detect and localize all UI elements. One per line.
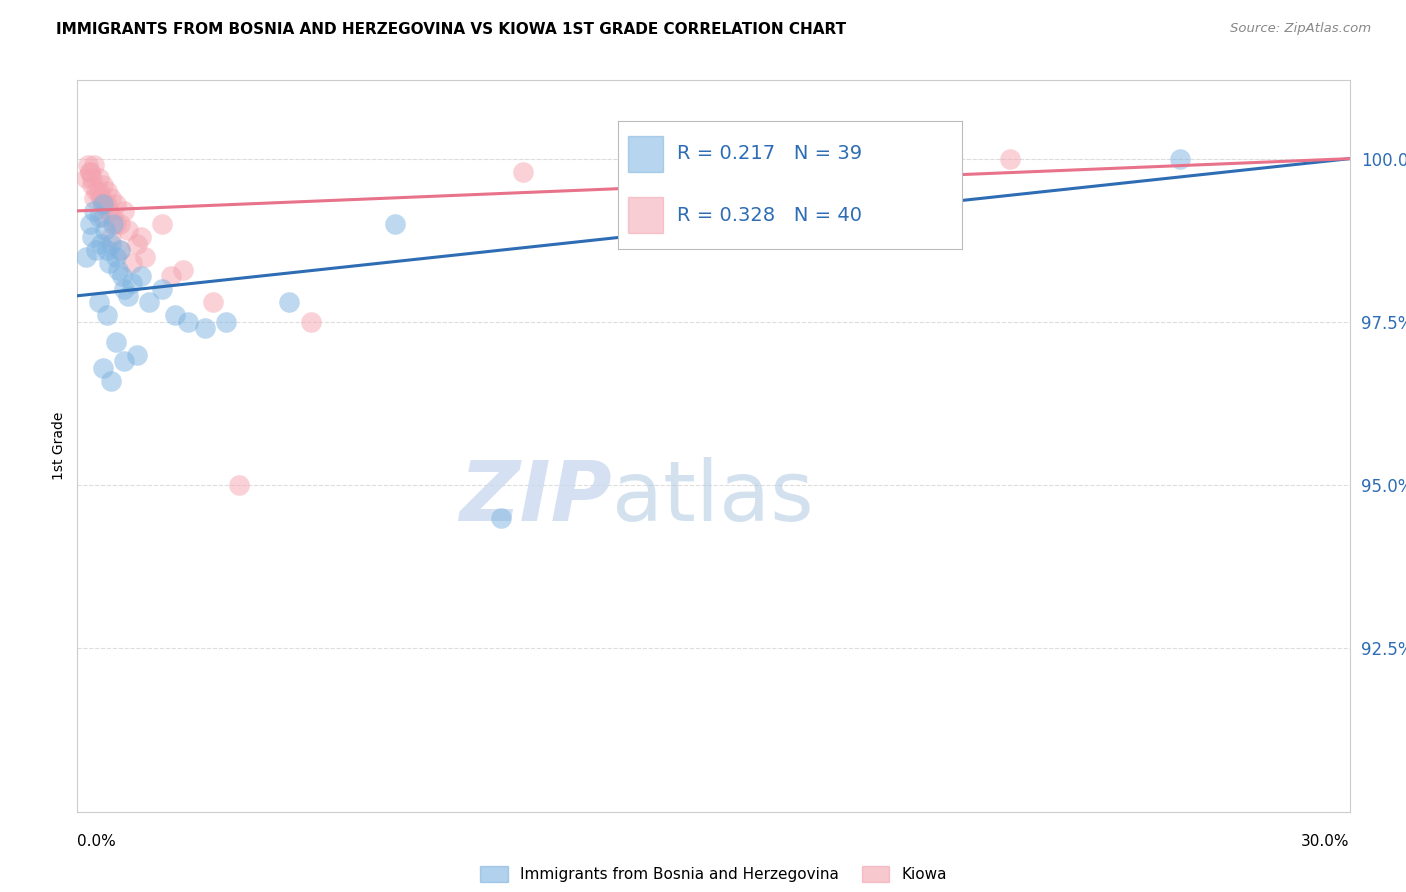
Point <box>91 211 114 225</box>
Point <box>104 217 127 231</box>
FancyBboxPatch shape <box>628 197 662 233</box>
Point <box>117 289 139 303</box>
Point <box>79 165 101 179</box>
Point <box>112 203 135 218</box>
Text: R = 0.217   N = 39: R = 0.217 N = 39 <box>676 144 862 162</box>
Text: R = 0.328   N = 40: R = 0.328 N = 40 <box>676 206 862 225</box>
Point <box>87 295 110 310</box>
Point <box>125 348 148 362</box>
Point <box>138 295 160 310</box>
Point <box>79 165 101 179</box>
Point <box>91 360 114 375</box>
Point <box>103 217 125 231</box>
Point <box>94 197 117 211</box>
Point <box>100 236 122 251</box>
Point <box>87 184 110 198</box>
Point <box>100 374 122 388</box>
Point <box>121 256 143 270</box>
Point <box>107 262 129 277</box>
Text: Source: ZipAtlas.com: Source: ZipAtlas.com <box>1230 22 1371 36</box>
Point <box>384 217 406 231</box>
Point <box>150 282 173 296</box>
Point <box>96 243 118 257</box>
Point <box>215 315 238 329</box>
Point <box>134 250 156 264</box>
Point <box>75 171 97 186</box>
Point <box>176 315 198 329</box>
Text: 0.0%: 0.0% <box>77 834 117 849</box>
Point <box>163 309 186 323</box>
Point <box>121 276 143 290</box>
Point <box>129 269 152 284</box>
Point <box>108 243 131 257</box>
Point <box>108 243 131 257</box>
Point <box>104 334 127 349</box>
Point <box>299 315 322 329</box>
Point <box>172 262 194 277</box>
Point <box>491 511 513 525</box>
Point <box>90 191 112 205</box>
Point <box>96 197 118 211</box>
Point <box>83 191 105 205</box>
Point <box>86 243 108 257</box>
Point <box>91 197 114 211</box>
Point <box>103 211 125 225</box>
Point <box>194 321 217 335</box>
Point <box>98 256 121 270</box>
Point <box>512 165 534 179</box>
Point <box>100 230 122 244</box>
Text: IMMIGRANTS FROM BOSNIA AND HERZEGOVINA VS KIOWA 1ST GRADE CORRELATION CHART: IMMIGRANTS FROM BOSNIA AND HERZEGOVINA V… <box>56 22 846 37</box>
Point <box>94 223 117 237</box>
Point <box>83 158 105 172</box>
Point <box>681 165 703 179</box>
Point <box>129 230 152 244</box>
Point <box>100 191 122 205</box>
Point <box>82 230 104 244</box>
Point <box>112 354 135 368</box>
Point <box>86 184 108 198</box>
Point <box>1000 152 1022 166</box>
Text: ZIP: ZIP <box>460 457 612 538</box>
Point <box>96 309 118 323</box>
Point <box>90 236 112 251</box>
Point <box>96 184 118 198</box>
Point <box>278 295 301 310</box>
Legend: Immigrants from Bosnia and Herzegovina, Kiowa: Immigrants from Bosnia and Herzegovina, … <box>474 860 953 888</box>
Point <box>112 282 135 296</box>
Point <box>87 211 110 225</box>
Point <box>82 171 104 186</box>
Point <box>104 197 127 211</box>
Y-axis label: 1st Grade: 1st Grade <box>52 412 66 480</box>
Point <box>82 178 104 192</box>
Point <box>150 217 173 231</box>
Point <box>104 250 127 264</box>
Point <box>75 250 97 264</box>
Point <box>98 203 121 218</box>
Point <box>83 203 105 218</box>
Point <box>87 171 110 186</box>
Point <box>1168 152 1191 166</box>
Point <box>159 269 181 284</box>
Text: 30.0%: 30.0% <box>1302 834 1350 849</box>
Point <box>79 217 101 231</box>
Point <box>91 178 114 192</box>
Point <box>77 158 100 172</box>
Point <box>111 269 134 284</box>
Point <box>125 236 148 251</box>
Point <box>90 191 112 205</box>
Point <box>202 295 225 310</box>
Point <box>117 223 139 237</box>
FancyBboxPatch shape <box>628 136 662 171</box>
Point <box>228 478 250 492</box>
Point <box>108 217 131 231</box>
Text: atlas: atlas <box>612 457 814 538</box>
